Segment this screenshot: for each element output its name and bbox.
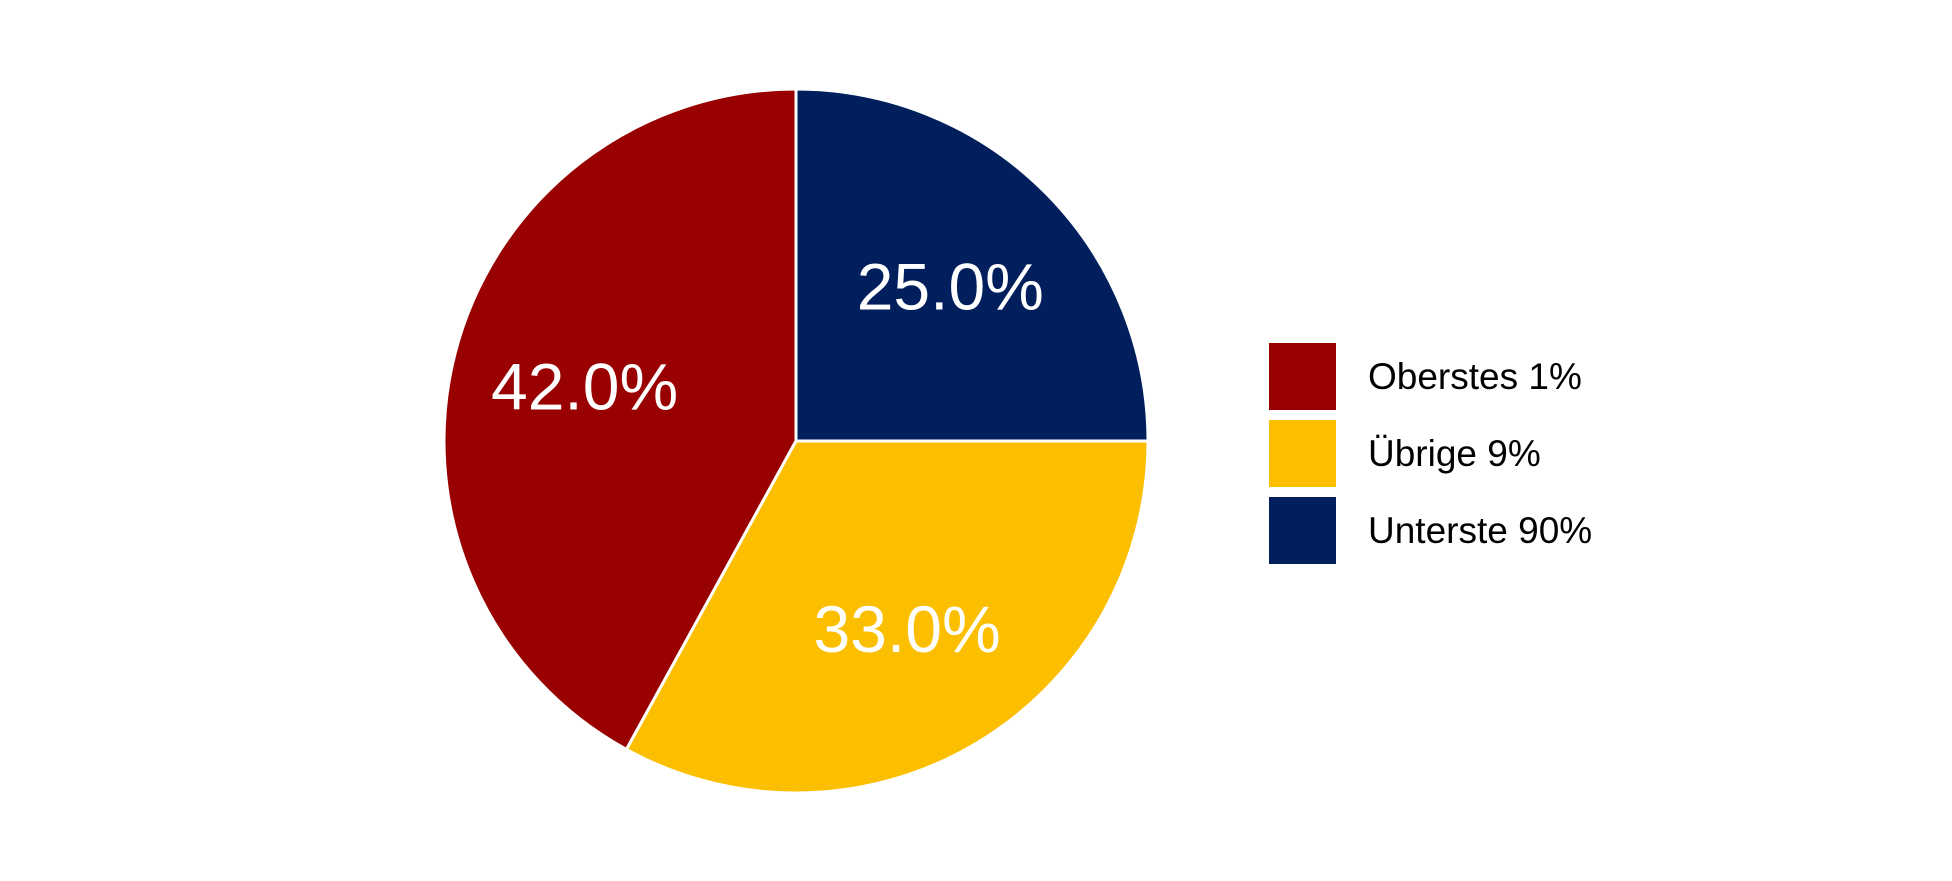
slice-value-label-3: 25.0% (857, 250, 1044, 324)
legend: Oberstes 1% Übrige 9% Unterste 90% (1269, 343, 1592, 564)
legend-label-1: Oberstes 1% (1368, 356, 1582, 397)
legend-swatch-2 (1269, 420, 1336, 487)
pie-slice-labels: 42.0% 33.0% 25.0% (491, 250, 1044, 666)
legend-swatch-3 (1269, 497, 1336, 564)
legend-swatch-1 (1269, 343, 1336, 410)
pie-slices (442, 87, 1150, 795)
slice-value-label-1: 42.0% (491, 350, 678, 424)
pie-slice-1 (442, 87, 798, 751)
pie-slice-3 (794, 87, 1150, 443)
legend-label-3: Unterste 90% (1368, 510, 1592, 551)
pie-slice-2 (624, 439, 1150, 795)
slice-value-label-2: 33.0% (814, 592, 1001, 666)
legend-label-2: Übrige 9% (1368, 433, 1541, 474)
